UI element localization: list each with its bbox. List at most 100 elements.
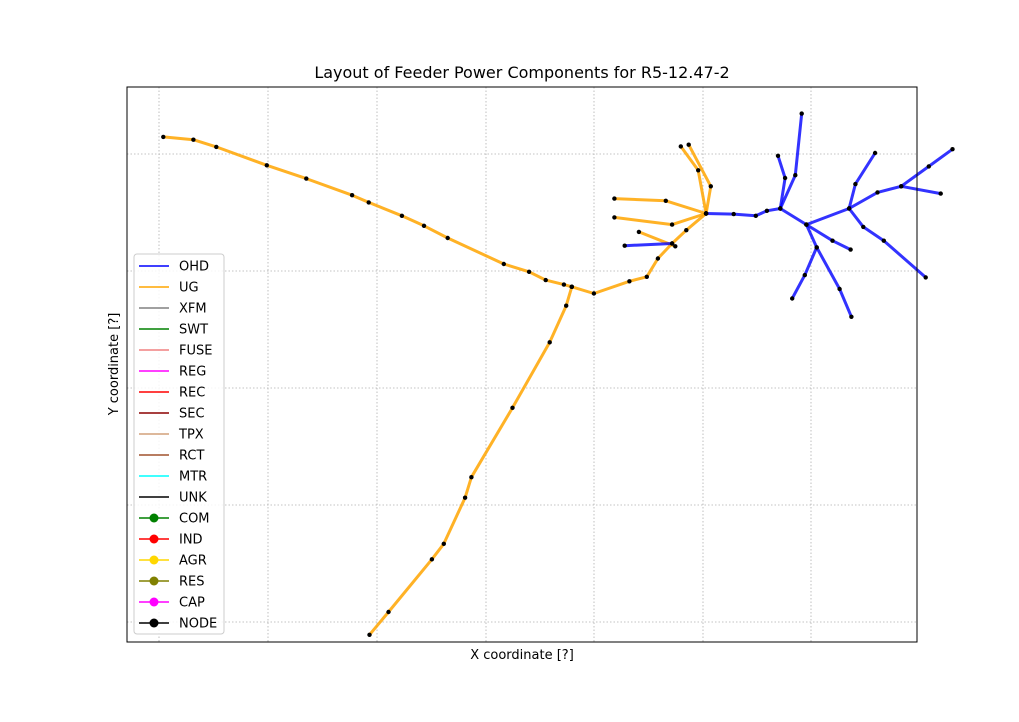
node-marker-10-1 — [782, 175, 788, 181]
legend-label-mtr: MTR — [179, 470, 207, 485]
legend-label-cap: CAP — [179, 596, 205, 611]
node-marker-0-1 — [191, 137, 196, 142]
node-marker-0-5 — [349, 193, 355, 198]
node-marker-0-8 — [421, 223, 427, 228]
x-axis-label: X coordinate [?] — [470, 648, 574, 663]
node-layer — [161, 111, 955, 637]
node-marker-14-0 — [804, 222, 809, 227]
node-marker-17-1 — [926, 164, 931, 169]
node-marker-9-1 — [622, 243, 627, 248]
plot-area — [126, 86, 955, 643]
node-marker-16-2 — [872, 150, 878, 156]
legend-label-unk: UNK — [179, 491, 207, 506]
node-marker-1-1 — [591, 291, 597, 296]
node-marker-1-2 — [627, 279, 632, 284]
node-marker-15-3 — [923, 275, 928, 280]
node-marker-11-2 — [799, 111, 804, 116]
node-marker-6-1 — [663, 198, 668, 203]
node-marker-8-3 — [764, 208, 770, 213]
node-marker-8-0 — [703, 211, 709, 216]
chart-title: Layout of Feeder Power Components for R5… — [314, 63, 729, 82]
legend-label-ohd: OHD — [179, 260, 209, 275]
node-marker-16-1 — [853, 181, 858, 187]
node-marker-18-0 — [814, 245, 819, 250]
legend-label-xfm: XFM — [179, 302, 207, 317]
node-marker-0-6 — [366, 200, 371, 205]
node-marker-2-0 — [569, 284, 574, 289]
node-marker-14-2 — [875, 190, 880, 195]
legend-marker-res — [149, 576, 159, 586]
feeder-segment-ug-2 — [368, 285, 574, 637]
node-marker-2-6 — [441, 541, 446, 546]
legend-marker-cap — [149, 597, 159, 607]
legend-label-sec: SEC — [179, 407, 205, 422]
legend-label-node: NODE — [179, 617, 217, 632]
node-marker-0-4 — [304, 176, 309, 181]
plot-frame — [126, 86, 918, 643]
node-marker-2-9 — [367, 632, 372, 637]
node-marker-0-3 — [264, 163, 269, 168]
node-marker-10-2 — [775, 153, 781, 158]
node-marker-8-1 — [731, 211, 736, 217]
node-marker-14-4 — [938, 191, 943, 196]
node-marker-0-11 — [526, 269, 532, 274]
node-marker-17-2 — [950, 147, 955, 152]
node-marker-2-8 — [386, 609, 391, 615]
node-marker-0-2 — [214, 144, 219, 150]
legend-label-res: RES — [179, 575, 205, 590]
node-marker-2-1 — [564, 303, 569, 308]
node-marker-0-0 — [161, 134, 166, 140]
node-marker-0-12 — [543, 277, 548, 283]
node-marker-8-2 — [753, 213, 758, 218]
node-marker-12-0 — [778, 206, 783, 211]
legend-marker-agr — [149, 555, 159, 565]
node-marker-11-1 — [793, 173, 798, 178]
node-marker-2-7 — [429, 557, 435, 562]
node-marker-2-4 — [469, 475, 474, 480]
legend-marker-ind — [149, 534, 159, 544]
node-marker-12-3 — [802, 272, 807, 278]
legend-label-com: COM — [179, 512, 210, 527]
legend-label-tpx: TPX — [178, 428, 204, 443]
node-marker-0-10 — [501, 261, 506, 267]
node-marker-3-1 — [708, 184, 713, 189]
legend-label-fuse: FUSE — [179, 344, 212, 359]
node-marker-2-5 — [462, 495, 468, 500]
node-marker-17-0 — [899, 184, 904, 189]
node-marker-2-2 — [547, 340, 552, 345]
legend-label-rct: RCT — [179, 449, 204, 464]
node-marker-1-4 — [655, 256, 661, 261]
node-marker-12-4 — [790, 296, 795, 301]
feeder-segment-ohd-15 — [847, 207, 928, 279]
node-marker-13-2 — [848, 247, 853, 252]
legend-label-rec: REC — [179, 386, 205, 401]
node-marker-16-0 — [846, 206, 852, 211]
node-marker-6-2 — [612, 196, 617, 201]
node-marker-4-1 — [696, 168, 701, 173]
node-marker-9-0 — [669, 241, 675, 246]
node-marker-0-9 — [445, 235, 450, 241]
node-marker-7-1 — [636, 229, 642, 235]
feeder-segment-ohd-9 — [623, 242, 674, 248]
legend-label-ind: IND — [179, 533, 203, 548]
node-marker-2-3 — [510, 405, 515, 410]
node-marker-4-2 — [678, 144, 683, 149]
legend-label-ug: UG — [179, 281, 199, 296]
y-axis-label: Y coordinate [?] — [107, 313, 122, 417]
node-marker-18-2 — [849, 314, 854, 319]
grid — [127, 87, 917, 642]
legend-label-swt: SWT — [179, 323, 208, 338]
node-marker-18-1 — [837, 286, 842, 292]
node-marker-0-13 — [561, 282, 567, 287]
node-marker-1-6 — [684, 228, 689, 233]
node-marker-13-1 — [830, 238, 835, 243]
legend-label-agr: AGR — [179, 554, 207, 569]
node-marker-15-2 — [881, 238, 886, 243]
node-marker-0-7 — [399, 213, 405, 218]
legend-label-reg: REG — [179, 365, 206, 380]
node-marker-15-1 — [861, 224, 866, 230]
node-marker-1-3 — [644, 274, 649, 279]
legend-marker-com — [149, 513, 159, 523]
node-marker-3-2 — [686, 142, 691, 147]
